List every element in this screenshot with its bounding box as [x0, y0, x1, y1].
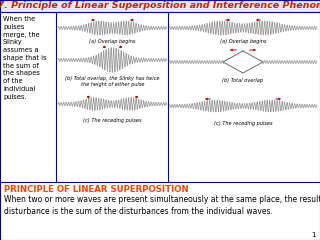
Text: 1: 1 — [311, 232, 316, 238]
Text: (a) Overlap begins: (a) Overlap begins — [89, 39, 136, 44]
Text: (b) Total overlap, the Slinky has twice
the height of either pulse: (b) Total overlap, the Slinky has twice … — [65, 76, 160, 87]
Text: (a) Overlap begins: (a) Overlap begins — [220, 39, 266, 44]
Text: (b) Total overlap: (b) Total overlap — [222, 78, 263, 83]
Text: When two or more waves are present simultaneously at the same place, the resulta: When two or more waves are present simul… — [4, 195, 320, 216]
Text: Ch 17. Principle of Linear Superposition and Interference Phenomena: Ch 17. Principle of Linear Superposition… — [0, 1, 320, 11]
Text: When the
pulses
merge, the
Slinky
assumes a
shape that is
the sum of
the shapes
: When the pulses merge, the Slinky assume… — [3, 16, 46, 100]
Text: PRINCIPLE OF LINEAR SUPERPOSITION: PRINCIPLE OF LINEAR SUPERPOSITION — [4, 185, 188, 194]
Polygon shape — [223, 51, 263, 73]
Text: (c) The receding pulses: (c) The receding pulses — [83, 118, 142, 123]
Text: (c) The receding pulses: (c) The receding pulses — [214, 121, 272, 126]
